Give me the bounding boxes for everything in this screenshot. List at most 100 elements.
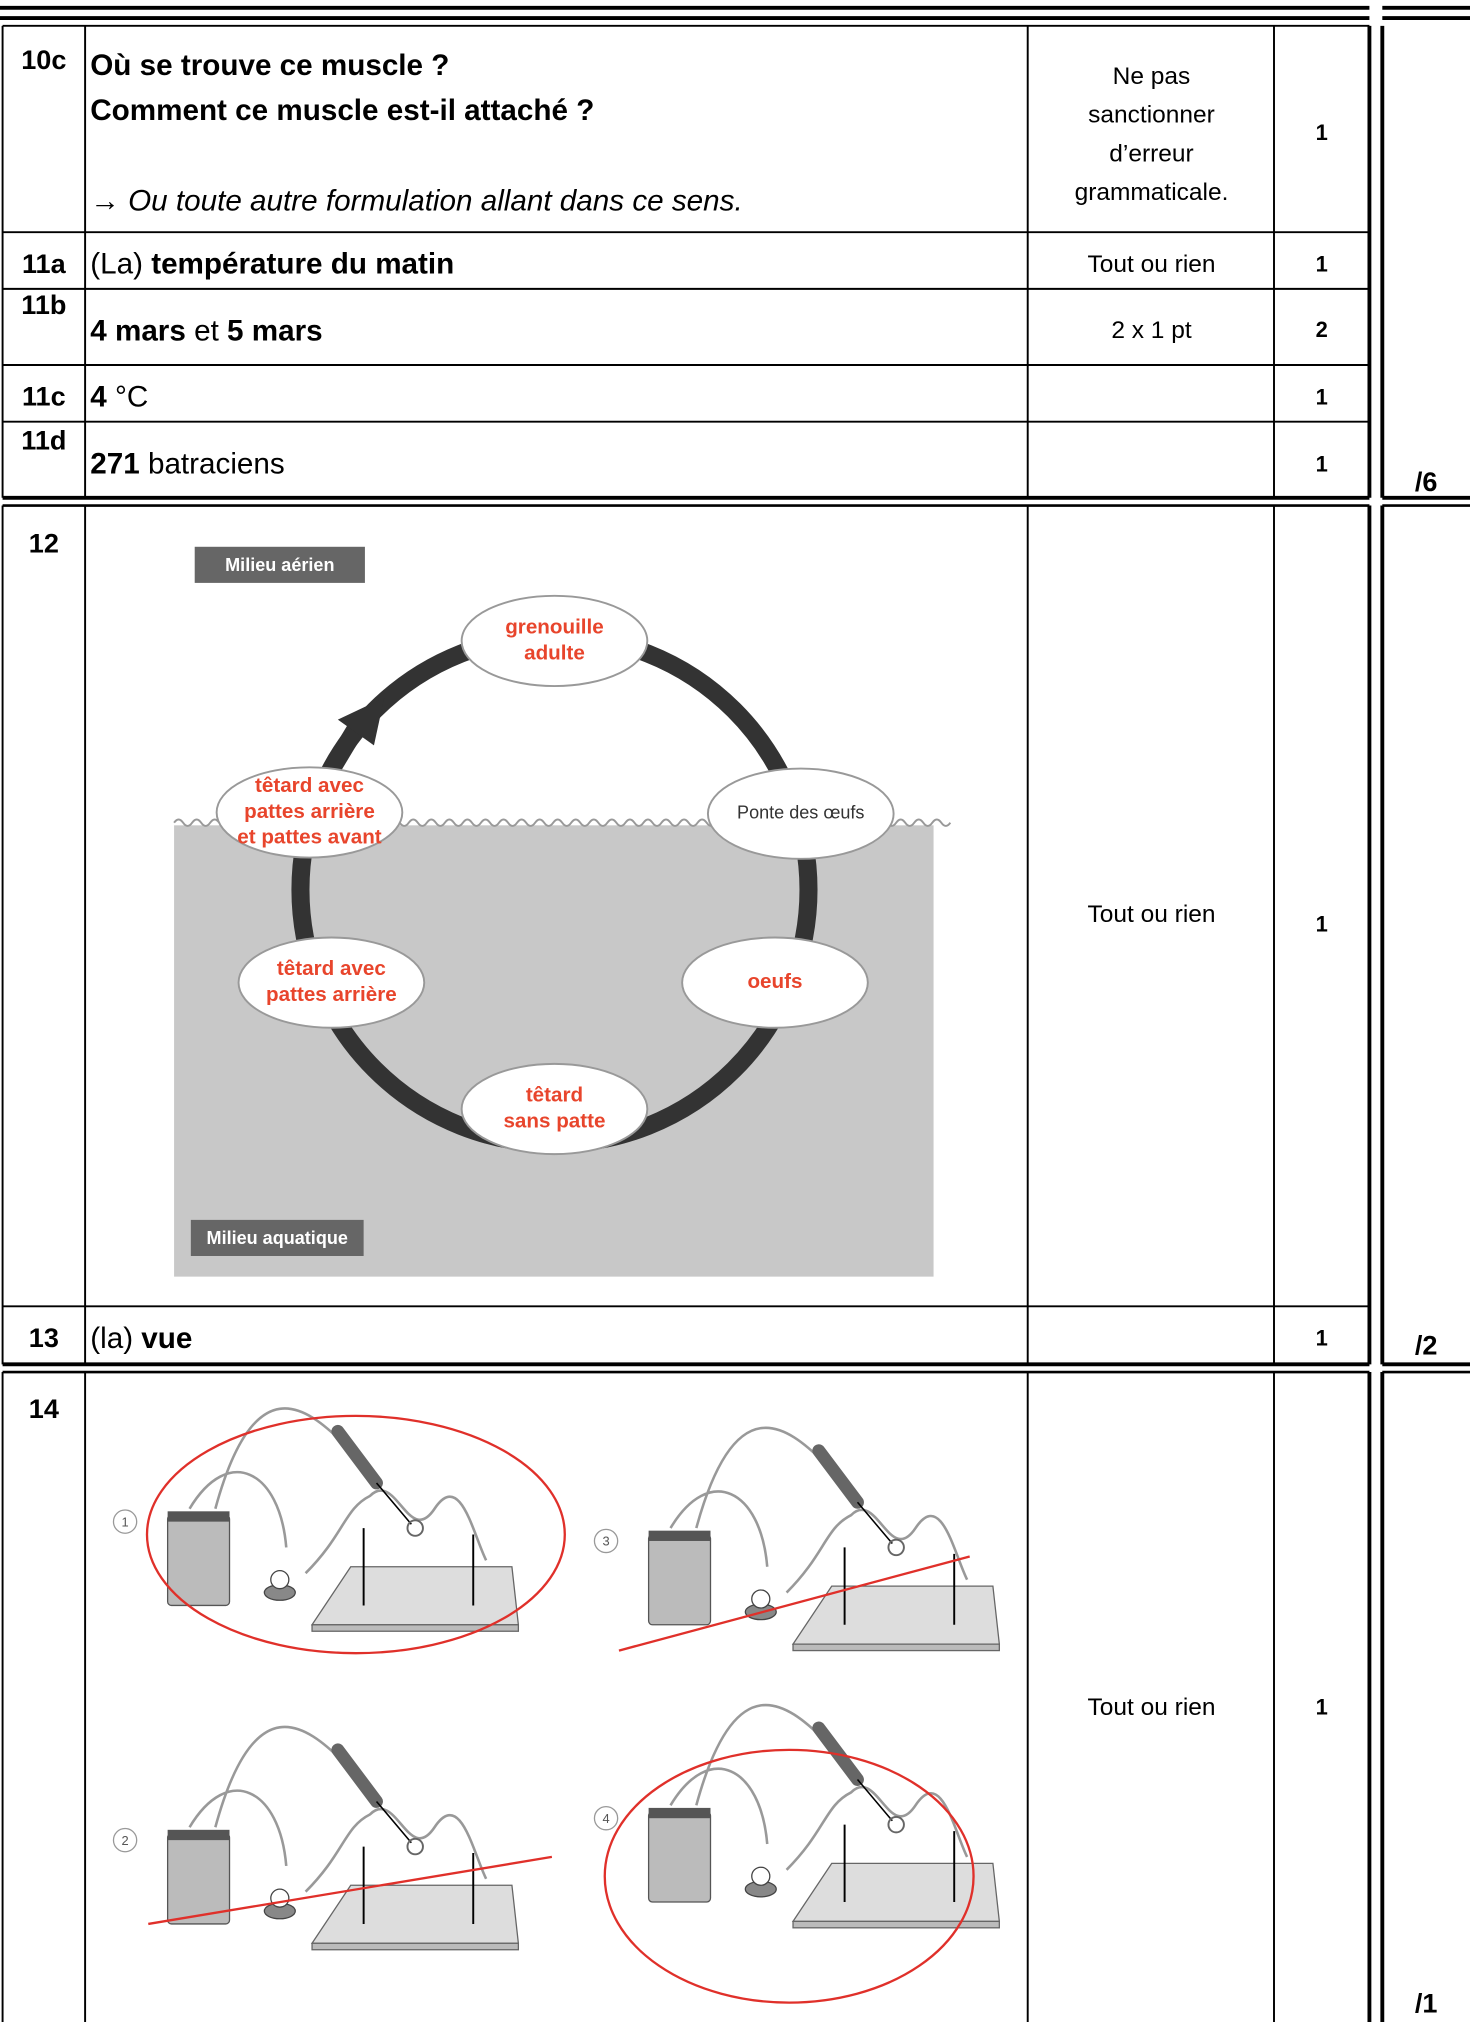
circuit-number-ring xyxy=(593,1528,619,1554)
stage-answer: têtard avec xyxy=(255,774,364,797)
stage-answer: sans patte xyxy=(503,1109,605,1132)
probe-loop xyxy=(406,1519,424,1537)
probe xyxy=(331,1743,383,1808)
remark: Tout ou rien xyxy=(1087,901,1215,928)
remark: d’erreur xyxy=(1109,140,1193,167)
board-edge xyxy=(311,1624,520,1632)
remark: grammaticale. xyxy=(1075,179,1229,206)
answer-text: → Ou toute autre formulation allant dans… xyxy=(90,184,742,217)
stage-answer: adulte xyxy=(524,641,585,664)
stage-bubble xyxy=(460,594,649,688)
points: 1 xyxy=(1316,451,1328,476)
battery-top xyxy=(648,1807,711,1819)
probe-wire xyxy=(856,1501,893,1545)
answer-line: (la) vue xyxy=(90,1322,192,1355)
wire xyxy=(669,1426,969,1594)
battery xyxy=(647,1533,712,1626)
answer-text: (la) xyxy=(90,1322,141,1355)
answer-text: °C xyxy=(107,380,149,413)
remark: 2 x 1 pt xyxy=(1111,317,1192,344)
answer-line: Où se trouve ce muscle ? xyxy=(90,49,449,82)
board xyxy=(791,1862,1001,1923)
circuit-number-ring xyxy=(593,1805,619,1831)
section-total: /2 xyxy=(1415,1330,1438,1361)
answer-text: 271 xyxy=(90,447,139,480)
bulb xyxy=(270,1569,290,1590)
water xyxy=(174,825,934,1277)
answer-text: (La) xyxy=(90,248,151,281)
stage-bubble xyxy=(460,1062,649,1156)
bulb xyxy=(751,1589,771,1609)
answer-text: et xyxy=(186,315,227,348)
wire xyxy=(188,1725,488,1893)
battery-top xyxy=(648,1530,711,1541)
points: 1 xyxy=(1316,120,1328,145)
circuit-number-ring xyxy=(112,1509,138,1534)
board-edge xyxy=(792,1920,1000,1929)
question-number: 11a xyxy=(22,248,67,279)
board-edge xyxy=(311,1942,520,1951)
stage-bubble xyxy=(681,936,869,1029)
wire xyxy=(669,1703,969,1871)
label-box xyxy=(194,546,365,583)
board xyxy=(310,1884,520,1944)
board xyxy=(310,1566,520,1626)
probe-wire xyxy=(375,1482,412,1525)
milieu-label: Milieu aquatique xyxy=(207,1228,348,1248)
wrong-mark xyxy=(618,1555,970,1652)
points: 1 xyxy=(1316,384,1328,409)
answer-text: vue xyxy=(141,1322,192,1355)
remark: Tout ou rien xyxy=(1087,1694,1215,1721)
answer-text: batraciens xyxy=(140,447,285,480)
circuit-number: 4 xyxy=(602,1811,609,1826)
answer-text: 4 mars xyxy=(90,315,186,348)
points: 1 xyxy=(1316,251,1328,276)
milieu-label: Milieu aérien xyxy=(225,555,334,575)
circuit-number: 3 xyxy=(602,1534,609,1549)
remark: Tout ou rien xyxy=(1087,251,1215,278)
answer-line: (La) température du matin xyxy=(90,248,454,281)
battery xyxy=(647,1811,712,1903)
stage-answer: et pattes avant xyxy=(237,826,382,849)
stage-answer: grenouille xyxy=(505,615,604,638)
battery xyxy=(166,1514,231,1607)
stage-bubble xyxy=(237,936,426,1029)
answer-line: Comment ce muscle est-il attaché ? xyxy=(90,94,594,127)
circuit-number: 1 xyxy=(121,1514,128,1529)
correct-mark xyxy=(145,1414,566,1655)
battery-top xyxy=(167,1829,230,1841)
remark: Ne pas xyxy=(1113,63,1191,90)
probe-loop xyxy=(887,1538,905,1557)
stage-label: Ponte des œufs xyxy=(737,802,864,822)
answer-text: température du matin xyxy=(151,248,454,281)
probe-loop xyxy=(887,1815,905,1834)
question-number: 11c xyxy=(22,381,66,412)
section-total: /6 xyxy=(1415,466,1438,497)
stage-answer: oeufs xyxy=(747,970,802,993)
stage-answer: têtard xyxy=(526,1084,583,1107)
correct-mark xyxy=(603,1748,975,2004)
points: 1 xyxy=(1316,912,1328,937)
points: 2 xyxy=(1316,317,1328,342)
wrong-mark xyxy=(148,1855,553,1926)
wire xyxy=(188,1407,488,1575)
label-box xyxy=(190,1219,364,1256)
question-number: 11b xyxy=(21,289,66,320)
stage-answer: pattes arrière xyxy=(244,800,375,823)
board-edge xyxy=(792,1643,1000,1652)
cycle-arrowhead xyxy=(337,697,385,746)
bulb xyxy=(270,1888,290,1908)
stage-bubble xyxy=(706,767,895,860)
probe-wire xyxy=(856,1779,893,1822)
answer-text: 5 mars xyxy=(227,315,323,348)
probe-wire xyxy=(375,1800,412,1844)
section-total: /1 xyxy=(1415,1987,1438,2018)
points: 1 xyxy=(1316,1694,1328,1719)
stage-answer: têtard avec xyxy=(277,957,386,980)
answer-line: 4 °C xyxy=(90,380,148,413)
probe-loop xyxy=(406,1837,424,1856)
stage-bubble xyxy=(215,766,404,859)
answer-line: → Ou toute autre formulation allant dans… xyxy=(90,184,742,217)
